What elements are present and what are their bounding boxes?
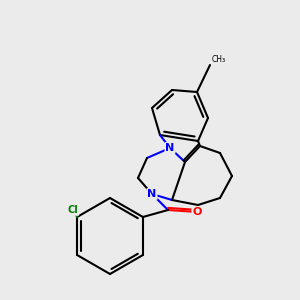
Text: N: N	[147, 189, 157, 199]
Text: CH₃: CH₃	[212, 55, 226, 64]
Text: Cl: Cl	[68, 205, 78, 215]
Text: O: O	[192, 207, 202, 217]
Text: N: N	[165, 143, 175, 153]
